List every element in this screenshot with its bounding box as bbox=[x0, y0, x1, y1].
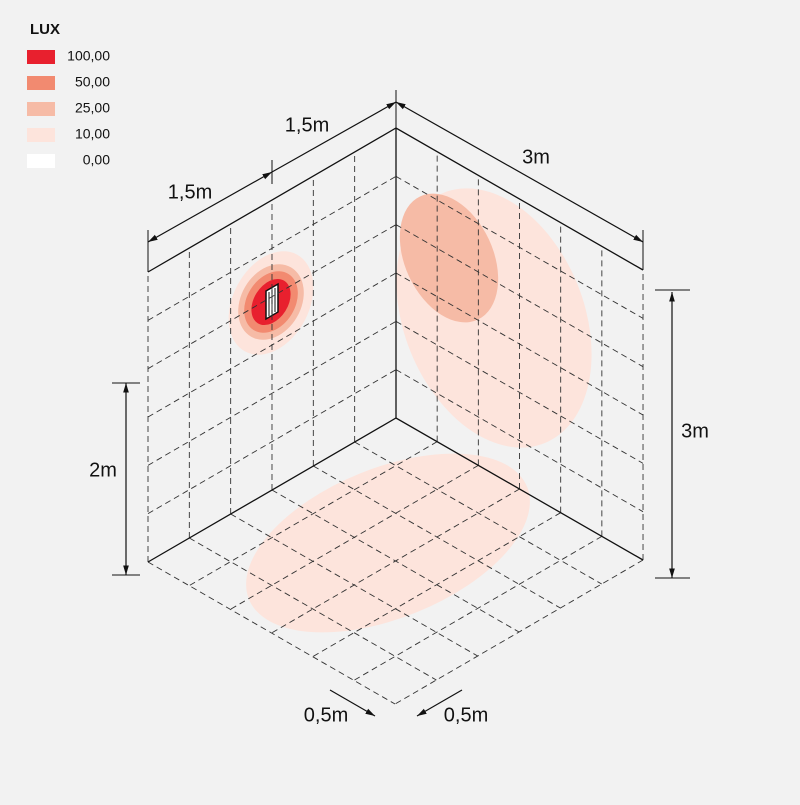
floor-edges bbox=[147, 417, 644, 563]
dim-label: 0,5m bbox=[444, 704, 488, 726]
grid-line bbox=[395, 320, 644, 464]
grid-line bbox=[312, 512, 561, 658]
grid-line bbox=[353, 535, 603, 681]
grid-line bbox=[271, 489, 520, 633]
dim-label: 0,5m bbox=[304, 704, 348, 726]
grid-line bbox=[147, 224, 397, 370]
dim-line bbox=[329, 689, 376, 717]
extension-lines bbox=[112, 90, 690, 579]
dim-line bbox=[271, 101, 397, 173]
grid-line bbox=[354, 441, 602, 585]
legend-swatch bbox=[27, 128, 55, 142]
legend-label: 10,00 bbox=[75, 126, 110, 142]
legend-swatch bbox=[27, 76, 55, 90]
grid-line bbox=[147, 320, 397, 466]
legend-swatch bbox=[27, 102, 55, 116]
legend: 100,00 50,00 25,00 10,00 0,00 bbox=[27, 48, 110, 168]
dim-label: 3m bbox=[681, 420, 709, 442]
legend-label: 100,00 bbox=[67, 48, 110, 64]
grid-line bbox=[395, 175, 644, 319]
grid-line bbox=[147, 561, 396, 705]
floor-spot bbox=[246, 453, 530, 633]
dim-label: 3m bbox=[522, 146, 550, 168]
grid-line bbox=[147, 175, 397, 321]
grid-line bbox=[189, 537, 437, 681]
dim-line bbox=[416, 689, 463, 717]
legend-label: 0,00 bbox=[83, 152, 110, 168]
legend-swatch bbox=[27, 50, 55, 64]
legend-swatch bbox=[27, 154, 55, 168]
legend-label: 50,00 bbox=[75, 74, 110, 90]
grid-line bbox=[394, 559, 644, 705]
dim-label: 1,5m bbox=[168, 181, 212, 203]
grid-line bbox=[188, 441, 438, 587]
grid-line bbox=[395, 224, 644, 368]
dim-label: 2m bbox=[89, 459, 117, 481]
dim-line bbox=[395, 101, 644, 243]
grid-line bbox=[147, 369, 397, 515]
dim-line bbox=[147, 171, 273, 243]
dimension-lines bbox=[112, 90, 690, 717]
grid-line bbox=[395, 369, 644, 513]
grid-line bbox=[147, 272, 397, 418]
dim-label: 1,5m bbox=[285, 114, 329, 136]
legend-title: LUX bbox=[30, 21, 60, 38]
light-spots bbox=[228, 188, 592, 633]
grid-line bbox=[395, 272, 644, 416]
legend-label: 25,00 bbox=[75, 100, 110, 116]
grid-line bbox=[230, 513, 478, 657]
